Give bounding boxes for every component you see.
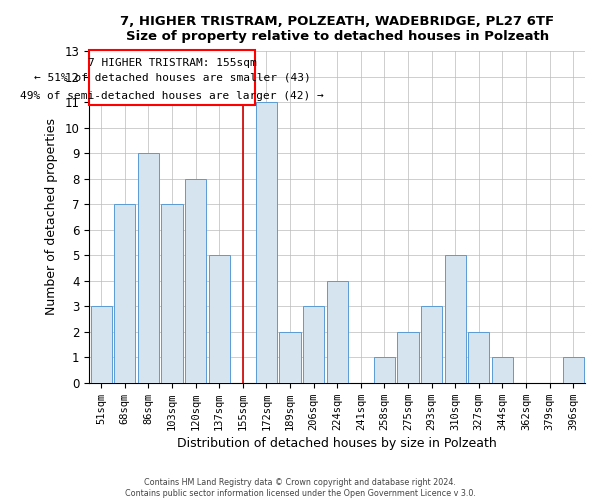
Bar xyxy=(326,281,348,383)
Bar xyxy=(303,306,324,383)
Bar xyxy=(209,255,230,383)
Text: Contains HM Land Registry data © Crown copyright and database right 2024.
Contai: Contains HM Land Registry data © Crown c… xyxy=(125,478,475,498)
Bar xyxy=(256,102,277,383)
Text: 7 HIGHER TRISTRAM: 155sqm: 7 HIGHER TRISTRAM: 155sqm xyxy=(88,58,256,68)
Text: 49% of semi-detached houses are larger (42) →: 49% of semi-detached houses are larger (… xyxy=(20,91,324,101)
Bar xyxy=(563,358,584,383)
Text: ← 51% of detached houses are smaller (43): ← 51% of detached houses are smaller (43… xyxy=(34,73,310,83)
X-axis label: Distribution of detached houses by size in Polzeath: Distribution of detached houses by size … xyxy=(178,437,497,450)
Bar xyxy=(374,358,395,383)
Bar xyxy=(138,153,159,383)
Bar xyxy=(445,255,466,383)
Bar xyxy=(421,306,442,383)
FancyBboxPatch shape xyxy=(89,50,254,104)
Bar xyxy=(161,204,182,383)
Bar xyxy=(492,358,513,383)
Bar xyxy=(185,178,206,383)
Title: 7, HIGHER TRISTRAM, POLZEATH, WADEBRIDGE, PL27 6TF
Size of property relative to : 7, HIGHER TRISTRAM, POLZEATH, WADEBRIDGE… xyxy=(120,15,554,43)
Bar xyxy=(280,332,301,383)
Bar xyxy=(114,204,136,383)
Y-axis label: Number of detached properties: Number of detached properties xyxy=(45,118,58,316)
Bar xyxy=(397,332,419,383)
Bar xyxy=(91,306,112,383)
Bar xyxy=(468,332,490,383)
